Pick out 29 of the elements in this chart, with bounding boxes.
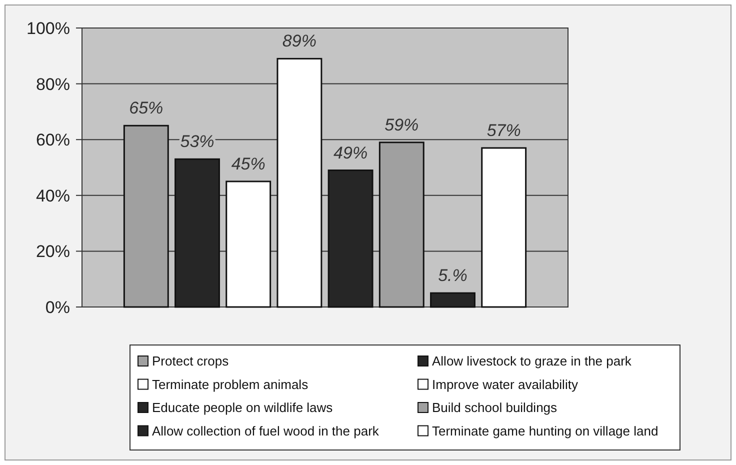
bar xyxy=(226,180,272,308)
legend-label: Allow collection of fuel wood in the park xyxy=(152,423,380,438)
bar xyxy=(481,147,527,308)
y-tick-label: 20% xyxy=(36,242,70,262)
data-label: 89% xyxy=(282,32,316,51)
data-label: 45% xyxy=(231,154,266,174)
legend-label: Allow livestock to graze in the park xyxy=(432,354,632,369)
bar xyxy=(430,292,476,308)
bar xyxy=(378,142,424,308)
data-label: 49% xyxy=(334,143,368,162)
legend-label: Terminate problem animals xyxy=(152,376,309,392)
legend-label: Protect crops xyxy=(152,354,230,369)
bar xyxy=(123,124,169,308)
y-tick-label: 80% xyxy=(36,74,70,94)
y-tick-label: 40% xyxy=(36,186,70,206)
bar xyxy=(276,58,322,308)
y-tick-label: 0% xyxy=(45,298,70,317)
y-tick-label: 60% xyxy=(36,130,70,150)
legend-label: Improve water availability xyxy=(432,376,578,392)
bar xyxy=(328,170,374,308)
data-label: 57% xyxy=(486,120,521,140)
data-label: 59% xyxy=(384,115,419,134)
data-label: 5.% xyxy=(438,266,468,286)
y-tick-label: 100% xyxy=(26,18,70,38)
legend-label: Educate people on wildlife laws xyxy=(152,400,334,416)
legend-label: Terminate game hunting on village land xyxy=(432,423,658,438)
bar xyxy=(174,158,220,308)
data-label: 65% xyxy=(129,98,164,118)
legend-label: Build school buildings xyxy=(432,400,558,416)
